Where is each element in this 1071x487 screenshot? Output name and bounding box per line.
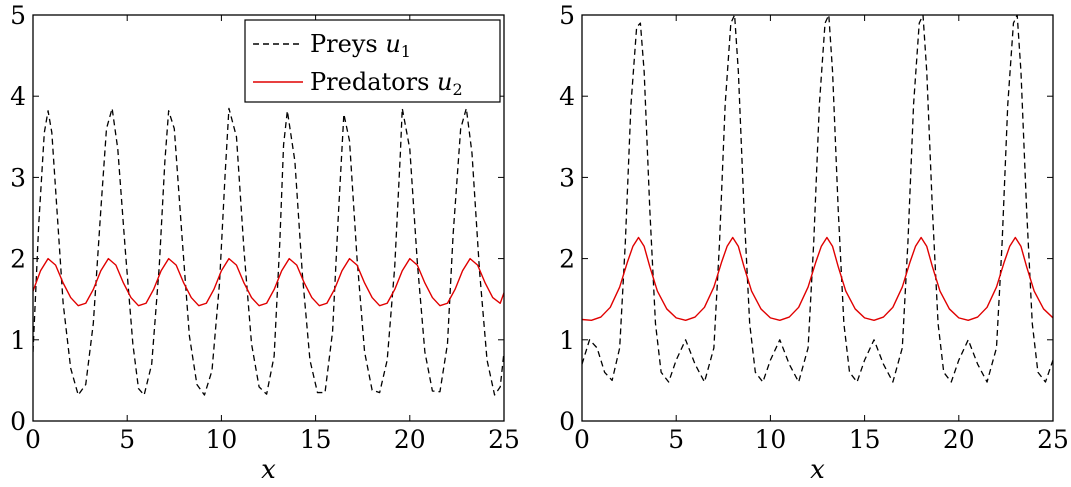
chart-panel-2: 0 5 10 15 20 25 0 1 2 3 4 5 x <box>559 1 1069 485</box>
x-tick-label: 25 <box>488 425 520 454</box>
y-tick-label: 3 <box>10 163 26 192</box>
legend-box <box>244 19 501 103</box>
legend: Preys u1 Predators u2 <box>244 19 501 103</box>
y-tick-label: 5 <box>559 1 575 30</box>
y-tick-label: 4 <box>559 82 575 111</box>
series-line-predators <box>33 257 504 307</box>
plot-frame <box>581 14 1054 422</box>
x-tick-label: 0 <box>574 425 590 454</box>
x-tick-label: 20 <box>943 425 975 454</box>
y-tick-label: 5 <box>10 1 26 30</box>
y-tick-label: 1 <box>10 326 26 355</box>
x-tick-label: 20 <box>394 425 426 454</box>
y-tick-label: 0 <box>559 407 575 436</box>
series-line-preys <box>582 15 1053 383</box>
legend-label-predators: Predators u2 <box>310 68 463 99</box>
y-tick-label: 2 <box>559 245 575 274</box>
x-tick-label: 15 <box>300 425 332 454</box>
x-axis-label: x <box>261 455 276 485</box>
plot-frame <box>32 14 505 422</box>
x-tick-label: 15 <box>849 425 881 454</box>
x-tick-label: 5 <box>119 425 135 454</box>
y-tick-label: 3 <box>559 163 575 192</box>
x-tick-label: 0 <box>25 425 41 454</box>
y-tick-label: 2 <box>10 245 26 274</box>
x-tick-label: 5 <box>668 425 684 454</box>
legend-label-preys: Preys u1 <box>310 30 411 61</box>
x-tick-label: 10 <box>205 425 237 454</box>
y-tick-label: 0 <box>10 407 26 436</box>
y-tick-label: 4 <box>10 82 26 111</box>
series-line-preys <box>33 107 504 396</box>
chart-panel-1: 0 5 10 15 20 25 0 1 2 3 4 5 x Preys u1 Predators u2 <box>10 1 520 485</box>
series-line-predators <box>582 236 1053 322</box>
x-axis-label: x <box>810 455 825 485</box>
x-tick-label: 25 <box>1037 425 1069 454</box>
y-tick-label: 1 <box>559 326 575 355</box>
x-tick-label: 10 <box>754 425 786 454</box>
